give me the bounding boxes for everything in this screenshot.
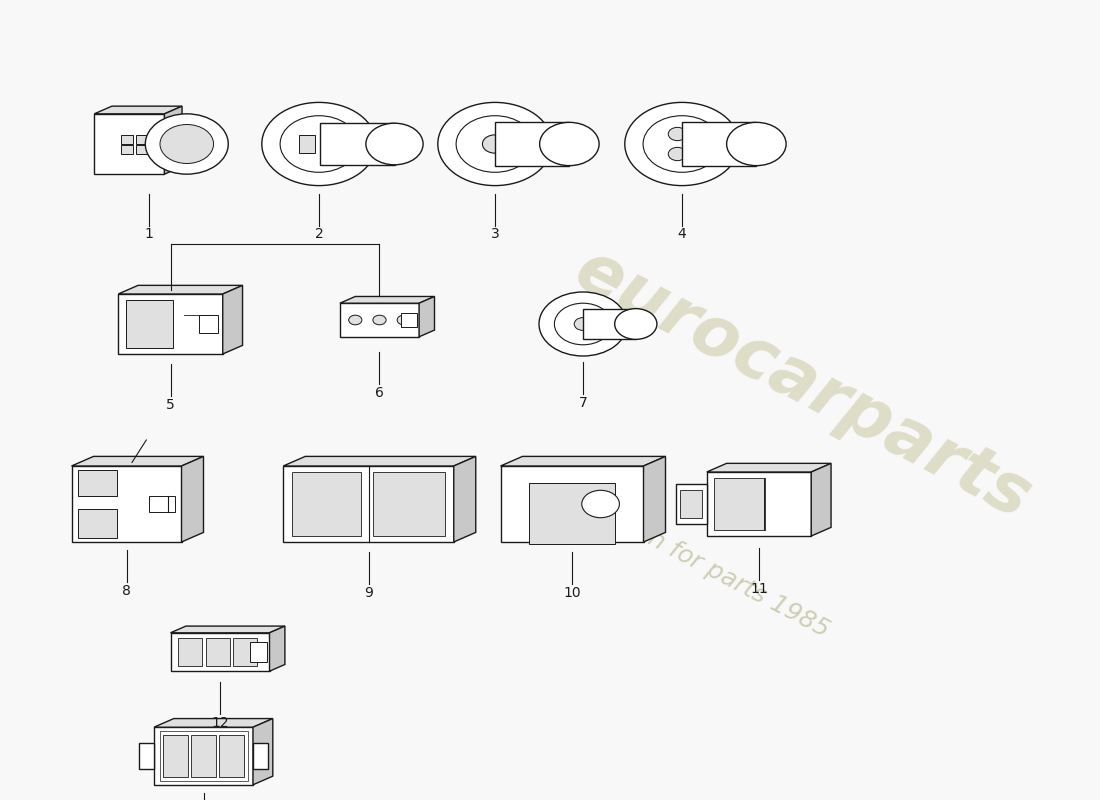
Circle shape <box>554 303 612 345</box>
Bar <box>495 122 570 166</box>
Bar <box>233 638 257 666</box>
Polygon shape <box>154 727 253 785</box>
Polygon shape <box>253 718 273 785</box>
Text: 3: 3 <box>491 227 499 242</box>
Text: eurocarparts: eurocarparts <box>563 235 1043 533</box>
Bar <box>219 735 244 777</box>
Circle shape <box>145 114 229 174</box>
Bar <box>136 145 149 154</box>
Bar <box>675 483 706 525</box>
Circle shape <box>280 116 358 172</box>
Circle shape <box>669 127 686 141</box>
Bar <box>191 735 216 777</box>
Polygon shape <box>500 456 666 466</box>
Polygon shape <box>170 633 270 671</box>
Bar <box>402 314 417 326</box>
Circle shape <box>397 315 410 325</box>
Polygon shape <box>500 466 644 542</box>
Bar <box>373 472 444 536</box>
Text: a passion for parts 1985: a passion for parts 1985 <box>553 478 833 642</box>
Text: 6: 6 <box>375 386 384 400</box>
Text: 1: 1 <box>144 227 153 242</box>
Circle shape <box>366 123 424 165</box>
Bar <box>680 490 702 518</box>
Circle shape <box>540 122 600 166</box>
Polygon shape <box>340 297 434 303</box>
Polygon shape <box>165 106 183 174</box>
Text: 2: 2 <box>315 227 323 242</box>
Circle shape <box>373 315 386 325</box>
Circle shape <box>262 102 376 186</box>
Text: 7: 7 <box>579 396 587 410</box>
Bar <box>206 638 230 666</box>
Bar <box>125 300 173 347</box>
Text: 8: 8 <box>122 584 131 598</box>
Circle shape <box>625 102 739 186</box>
Polygon shape <box>154 718 273 727</box>
Polygon shape <box>119 286 242 294</box>
Text: 11: 11 <box>750 582 768 595</box>
Bar <box>121 145 133 154</box>
Bar <box>78 470 117 496</box>
Text: 5: 5 <box>166 398 175 412</box>
Polygon shape <box>170 626 285 633</box>
Circle shape <box>574 318 592 330</box>
Polygon shape <box>182 456 204 542</box>
Polygon shape <box>95 106 183 114</box>
Polygon shape <box>644 456 666 542</box>
Polygon shape <box>72 456 204 466</box>
Bar <box>323 135 339 153</box>
Circle shape <box>483 135 507 153</box>
Circle shape <box>438 102 552 186</box>
Polygon shape <box>811 463 832 536</box>
Bar <box>715 478 764 530</box>
Polygon shape <box>95 114 165 174</box>
Circle shape <box>727 122 786 166</box>
Polygon shape <box>706 472 811 536</box>
Bar <box>293 472 362 536</box>
Polygon shape <box>72 466 182 542</box>
Bar <box>160 731 248 781</box>
Polygon shape <box>419 297 435 337</box>
Bar <box>178 638 202 666</box>
Bar <box>529 482 615 544</box>
Circle shape <box>349 315 362 325</box>
Bar <box>136 135 149 144</box>
Bar <box>320 123 395 165</box>
Polygon shape <box>454 456 476 542</box>
Circle shape <box>456 116 534 172</box>
Bar <box>121 135 133 144</box>
Bar <box>583 309 636 339</box>
Circle shape <box>615 309 657 339</box>
Bar <box>78 510 117 538</box>
Polygon shape <box>270 626 285 671</box>
Bar <box>250 642 267 662</box>
Polygon shape <box>284 456 476 466</box>
Circle shape <box>644 116 721 172</box>
Polygon shape <box>706 463 832 472</box>
Text: 12: 12 <box>211 716 229 730</box>
Circle shape <box>669 147 686 161</box>
Text: 9: 9 <box>364 586 373 600</box>
Polygon shape <box>119 294 222 354</box>
Bar <box>163 735 188 777</box>
Text: 4: 4 <box>678 227 686 242</box>
Bar <box>139 743 154 769</box>
Text: 10: 10 <box>563 586 581 600</box>
Bar <box>253 743 268 769</box>
Bar <box>299 135 315 153</box>
Bar <box>148 496 175 512</box>
Circle shape <box>539 292 627 356</box>
Polygon shape <box>340 303 419 337</box>
Bar <box>682 122 757 166</box>
Bar <box>199 315 218 333</box>
Polygon shape <box>222 286 242 354</box>
Circle shape <box>582 490 619 518</box>
Circle shape <box>160 125 213 163</box>
Polygon shape <box>284 466 454 542</box>
